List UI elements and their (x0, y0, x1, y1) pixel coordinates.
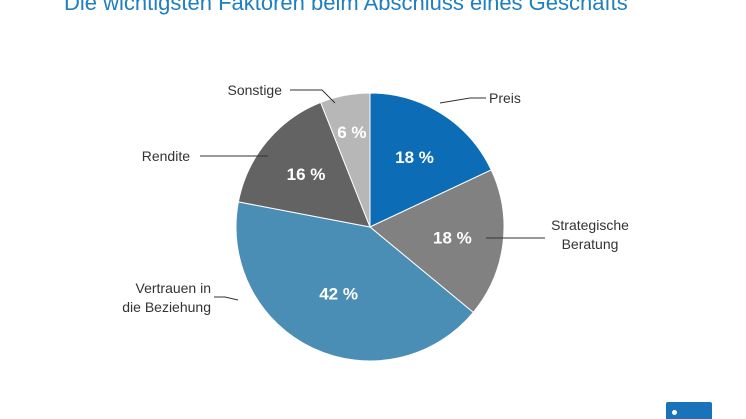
category-label-sonstige: Sonstige (228, 82, 283, 98)
logo-dot (672, 410, 677, 415)
category-label-line: Sonstige (228, 82, 283, 98)
value-label-sonstige: 6 % (337, 123, 366, 142)
leader-lines (200, 89, 545, 301)
category-label-line: Vertrauen in (136, 280, 212, 296)
value-label-vertrauen-in-die-beziehung: 42 % (319, 285, 358, 304)
pie-slice-vertrauen-in-die-beziehung (235, 201, 474, 362)
category-label-line: die Beziehung (122, 299, 211, 315)
category-label-line: Rendite (142, 148, 190, 164)
category-label-rendite: Rendite (142, 148, 190, 164)
pie-slice-strategische-beratung (369, 169, 505, 314)
chart-title: Die wichtigsten Faktoren beim Abschluss … (64, 0, 628, 15)
category-label-line: Preis (489, 90, 521, 106)
brand-logo-icon (666, 402, 712, 419)
category-label-strategische-beratung: Strategische Beratung (551, 217, 629, 252)
pie-slice-sonstige (320, 92, 371, 228)
category-label-preis: Preis (489, 90, 521, 106)
value-label-rendite: 16 % (287, 165, 326, 184)
leader-line (214, 296, 239, 301)
leader-line (290, 89, 336, 104)
pie-slice-rendite (237, 101, 371, 228)
value-label-preis: 18 % (395, 148, 434, 167)
category-labels: Preis Strategische Beratung Vertrauen in die… (122, 82, 629, 315)
category-label-vertrauen-in-die-beziehung: Vertrauen in die Beziehung (122, 280, 211, 315)
category-label-line: Beratung (562, 236, 619, 252)
pie-slice-preis (369, 92, 492, 228)
value-labels: 18 % 18 % 42 % 16 % 6 % (287, 123, 472, 304)
leader-line (439, 97, 486, 104)
pie-slices (235, 92, 505, 362)
value-label-strategische-beratung: 18 % (433, 228, 472, 247)
category-label-line: Strategische (551, 217, 629, 233)
